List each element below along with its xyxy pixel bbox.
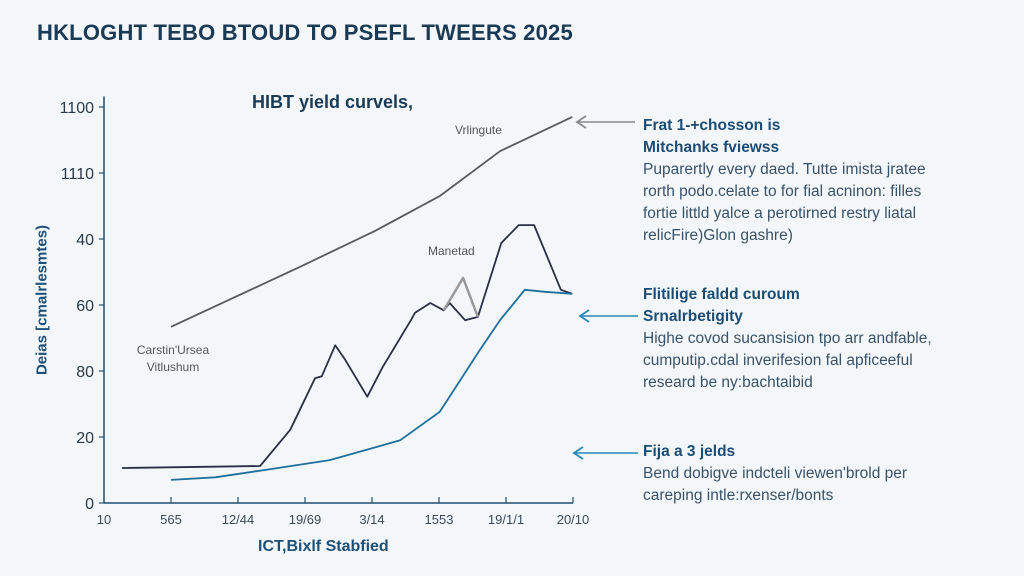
note-body: Puparertly every daed. Tutte imista jrat… [643,161,926,178]
note-1: Frat 1-+chosson is Mitchanks fviewss Pup… [643,115,1013,247]
arrow-left-icon-head [575,115,587,129]
note-2: Flitilige faldd curoum Srnalrbetigity Hi… [643,284,1013,394]
note-heading: Srnalrbetigity [643,308,743,325]
y-tick-label: 80 [76,364,94,381]
annotation-line: Carstin'Ursea [136,343,210,357]
x-tick-label: 3/14 [359,512,384,527]
note-body: researd be ny:bachtaibid [643,374,813,391]
x-tick-label: 19/69 [289,512,322,527]
x-tick-label: 20/10 [557,512,590,527]
y-tick-label: 0 [85,496,94,513]
x-axis-label: ICT,Bixlf Stabfied [258,538,389,555]
series-line-1 [122,224,573,469]
note-body: careping intle:rxenser/bonts [643,487,834,504]
annotation-manetad: Manetad [428,244,475,258]
annotation-carstin: Carstin'Ursea Vitlushum [118,342,228,376]
annotation-line: Vitlushum [146,360,200,374]
annotation-vrlingute: Vrlingute [455,123,502,137]
x-tick-label: 565 [160,512,182,527]
y-tick-label: 1110 [61,166,94,183]
x-tick-label: 10 [97,512,111,527]
note-body: fortie littld yalce a perotirned restry … [643,205,917,222]
note-body: relicFire)Glon gashre) [643,227,793,244]
note-body: rorth podo.celate to for fial acninon: f… [643,183,922,200]
note-3: Fija a 3 jelds Bend dobigve indcteli vie… [643,441,1013,507]
series-line-2 [442,276,480,318]
series-line-0 [170,116,573,328]
chart-title: HIBT yield curvels, [252,92,414,112]
note-heading: Frat 1-+chosson is [643,117,781,134]
x-tick-label: 12/44 [222,512,255,527]
x-tick-label: 19/1/1 [488,512,524,527]
note-body: Bend dobigve indcteli viewen'brold per [643,465,908,482]
note-heading: Mitchanks fviewss [643,139,780,156]
y-tick-label: 20 [76,430,94,447]
y-tick-label: 40 [76,232,94,249]
note-body: Highe covod sucansision tpo arr andfable… [643,330,932,347]
series-line-3 [170,288,573,481]
y-tick-label: 1100 [60,100,95,117]
note-body: cumputip.cdal inverifesion fal apficeefu… [643,352,913,369]
page-title: HKLOGHT TEBO BTOUD TO PSEFL TWEERS 2025 [37,20,573,45]
y-tick-label: 60 [76,298,94,315]
arrow-left-icon-head [578,309,590,323]
arrow-left-icon-head [572,446,584,460]
x-tick-label: 1553 [425,512,454,527]
note-heading: Fija a 3 jelds [643,443,736,460]
note-heading: Flitilige faldd curoum [643,286,800,303]
